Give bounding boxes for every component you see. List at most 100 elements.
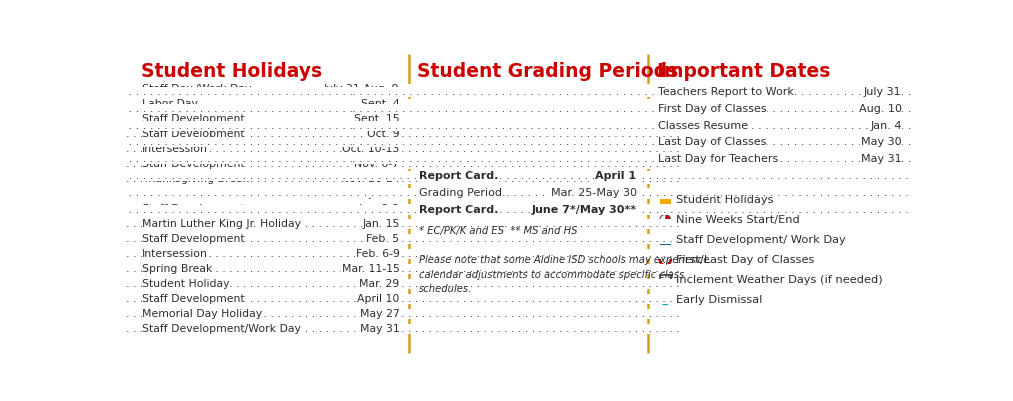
Text: . . . . . . . . . . . . . . . . . . . . . . . . . . . . . . . . . . . . . . . . : . . . . . . . . . . . . . . . . . . . . … (0, 309, 684, 319)
Text: Staff Development: Staff Development (142, 234, 245, 244)
Text: Jan. 2-3: Jan. 2-3 (359, 204, 399, 214)
Text: Staff Development: Staff Development (142, 129, 245, 139)
Text: May 31: May 31 (861, 154, 902, 164)
Text: Mar. 25-May 30: Mar. 25-May 30 (551, 188, 636, 198)
Text: Grading Period.: Grading Period. (418, 120, 505, 130)
Text: Oct. 16-Dec. 15: Oct. 16-Dec. 15 (550, 120, 636, 130)
Text: . . . . . . . . . . . . . . . . . . . . . . . . . . . . . . . . . . . . . . . . : . . . . . . . . . . . . . . . . . . . . … (100, 171, 955, 181)
Text: Feb. 5: Feb. 5 (367, 234, 399, 244)
Text: Spring Break: Spring Break (142, 264, 213, 274)
Circle shape (664, 296, 671, 304)
Text: . . . . . . . . . . . . . . . . . . . . . . . . . . . . . . . . . . . . . . . . : . . . . . . . . . . . . . . . . . . . . … (0, 144, 684, 154)
Text: Staff Development: Staff Development (142, 129, 245, 139)
Text: Aug. 10-Oct. 6: Aug. 10-Oct. 6 (556, 87, 636, 97)
Text: May 27: May 27 (360, 309, 399, 319)
Text: Spring Break: Spring Break (142, 264, 213, 274)
Text: . . . . . . . . . . . . . . . . . . . . . . . . . . . . . . . . . . . . . . . . : . . . . . . . . . . . . . . . . . . . . … (100, 87, 955, 97)
Text: Martin Luther King Jr. Holiday: Martin Luther King Jr. Holiday (142, 219, 301, 229)
Text: . . . . . . . . . . . . . . . . . . . . . . . . . . . . . . . . . . . . . . . . : . . . . . . . . . . . . . . . . . . . . … (353, 138, 1013, 148)
Text: . . . . . . . . . . . . . . . . . . . . . . . . . . . . . . . . . . . . . . . . : . . . . . . . . . . . . . . . . . . . . … (0, 249, 684, 259)
Text: Jan. 4: Jan. 4 (870, 120, 902, 130)
Text: Jan. 4-Mar. 22: Jan. 4-Mar. 22 (559, 154, 636, 164)
Text: Last Day of Classes: Last Day of Classes (658, 138, 767, 148)
Text: Oct. 10-13: Oct. 10-13 (342, 144, 399, 154)
Text: Aug. 10-Oct. 6: Aug. 10-Oct. 6 (556, 87, 636, 97)
Text: Early Dismissal: Early Dismissal (676, 295, 763, 305)
Text: Aug. 10: Aug. 10 (859, 103, 902, 113)
Text: Student Holiday: Student Holiday (142, 279, 230, 289)
Text: Grading Period.: Grading Period. (418, 87, 505, 97)
Text: Student Holidays: Student Holidays (141, 62, 322, 81)
Text: Staff Development: Staff Development (142, 204, 245, 214)
Text: . . . . . . . . . . . . . . . . . . . . . . . . . . . . . . . . . . . . . . . . : . . . . . . . . . . . . . . . . . . . . … (0, 83, 684, 93)
Text: Intersession: Intersession (142, 144, 208, 154)
Text: Mar. 11-15: Mar. 11-15 (341, 264, 399, 274)
Text: Feb. 6-9: Feb. 6-9 (356, 249, 399, 259)
Text: Important Dates: Important Dates (656, 62, 830, 81)
Text: Staff Development: Staff Development (142, 294, 245, 304)
Text: . . . . . . . . . . . . . . . . . . . . . . . . . . . . . . . . . . . . . . . . : . . . . . . . . . . . . . . . . . . . . … (100, 103, 955, 113)
Text: Feb. 6-9: Feb. 6-9 (356, 249, 399, 259)
Text: Sept. 4: Sept. 4 (361, 99, 399, 109)
Text: Staff Dev./Work Day: Staff Dev./Work Day (142, 83, 251, 93)
Text: Jan. 4-Mar. 22: Jan. 4-Mar. 22 (559, 154, 636, 164)
Text: Jan. 9: Jan. 9 (601, 138, 636, 148)
Text: Report Card.: Report Card. (418, 205, 498, 215)
Text: Midwinter Break: Midwinter Break (142, 188, 231, 198)
Text: Teachers Report to Work: Teachers Report to Work (658, 87, 794, 97)
Text: . . . . . . . . . . . . . . . . . . . . . . . . . . . . . . . . . . . . . . . . : . . . . . . . . . . . . . . . . . . . . … (0, 174, 684, 184)
Text: . . . . . . . . . . . . . . . . . . . . . . . . . . . . . . . . . . . . . . . . : . . . . . . . . . . . . . . . . . . . . … (0, 279, 684, 289)
Text: April 1: April 1 (596, 171, 636, 181)
Text: First Day of Classes: First Day of Classes (658, 103, 767, 113)
Text: Mar. 29: Mar. 29 (360, 279, 399, 289)
Text: Grading Period.: Grading Period. (418, 154, 505, 164)
Text: Oct. 20: Oct. 20 (592, 103, 636, 113)
Text: May 30: May 30 (861, 138, 902, 148)
Text: Report Card.: Report Card. (418, 171, 498, 181)
Text: Midwinter Break: Midwinter Break (142, 188, 231, 198)
Text: Student Holiday: Student Holiday (142, 279, 230, 289)
Text: Nov. 20-24: Nov. 20-24 (340, 174, 399, 184)
Text: Report Card.: Report Card. (418, 205, 498, 215)
Text: . . . . . . . . . . . . . . . . . . . . . . . . . . . . . . . . . . . . . . . . : . . . . . . . . . . . . . . . . . . . . … (0, 219, 684, 229)
Wedge shape (659, 215, 666, 225)
Text: . . . . . . . . . . . . . . . . . . . . . . . . . . . . . . . . . . . . . . . . : . . . . . . . . . . . . . . . . . . . . … (0, 204, 684, 214)
Text: . . . . . . . . . . . . . . . . . . . . . . . . . . . . . . . . . . . . . . . . : . . . . . . . . . . . . . . . . . . . . … (0, 264, 684, 274)
Circle shape (659, 255, 671, 265)
Text: Student Grading Periods: Student Grading Periods (417, 62, 679, 81)
Text: Staff Dev./Work Day: Staff Dev./Work Day (142, 83, 251, 93)
Bar (659, 235, 671, 245)
Text: April 10: April 10 (357, 294, 399, 304)
Text: Jan. 15: Jan. 15 (362, 219, 399, 229)
Text: Jan. 4: Jan. 4 (870, 120, 902, 130)
Text: . . . . . . . . . . . . . . . . . . . . . . . . . . . . . . . . . . . . . . . . : . . . . . . . . . . . . . . . . . . . . … (100, 138, 955, 148)
Text: . . . . . . . . . . . . . . . . . . . . . . . . . . . . . . . . . . . . . . . . : . . . . . . . . . . . . . . . . . . . . … (0, 324, 684, 334)
Text: Staff Development: Staff Development (142, 159, 245, 168)
Text: Report Card.: Report Card. (418, 138, 498, 148)
Text: Martin Luther King Jr. Holiday: Martin Luther King Jr. Holiday (142, 219, 301, 229)
Text: Oct. 10-13: Oct. 10-13 (342, 144, 399, 154)
Text: July 31: July 31 (864, 87, 902, 97)
Text: Grading Period.: Grading Period. (418, 87, 505, 97)
Text: Staff Development/Work Day: Staff Development/Work Day (142, 324, 301, 334)
Text: . . . . . . . . . . . . . . . . . . . . . . . . . . . . . . . . . . . . . . . . : . . . . . . . . . . . . . . . . . . . . … (0, 234, 684, 244)
Text: . . . . . . . . . . . . . . . . . . . . . . . . . . . . . . . . . . . . . . . . : . . . . . . . . . . . . . . . . . . . . … (100, 120, 955, 130)
Text: Labor Day: Labor Day (142, 99, 198, 109)
Text: Student Holidays: Student Holidays (676, 195, 774, 205)
Text: Staff Development: Staff Development (142, 113, 245, 124)
Text: Memorial Day Holiday: Memorial Day Holiday (142, 309, 262, 319)
Text: Report Card.: Report Card. (418, 171, 498, 181)
Text: Intersession: Intersession (142, 249, 208, 259)
Text: Staff Development: Staff Development (142, 204, 245, 214)
Text: Classes Resume: Classes Resume (658, 120, 749, 130)
Text: May 31: May 31 (360, 324, 399, 334)
Text: Staff Development/Work Day: Staff Development/Work Day (142, 324, 301, 334)
Text: . . . . . . . . . . . . . . . . . . . . . . . . . . . . . . . . . . . . . . . . : . . . . . . . . . . . . . . . . . . . . … (0, 129, 684, 139)
Text: Jan. 9: Jan. 9 (601, 138, 636, 148)
Text: Grading Period.: Grading Period. (418, 188, 505, 198)
Text: . . . . . . . . . . . . . . . . . . . . . . . . . . . . . . . . . . . . . . . . : . . . . . . . . . . . . . . . . . . . . … (0, 159, 684, 168)
Text: Please note that some Aldine ISD schools may experience
calendar adjustments to : Please note that some Aldine ISD schools… (418, 255, 709, 294)
Text: Oct. 9: Oct. 9 (367, 129, 399, 139)
Text: Grading Period.: Grading Period. (418, 120, 505, 130)
Text: . . . . . . . . . . . . . . . . . . . . . . . . . . . . . . . . . . . . . . . . : . . . . . . . . . . . . . . . . . . . . … (0, 113, 684, 124)
